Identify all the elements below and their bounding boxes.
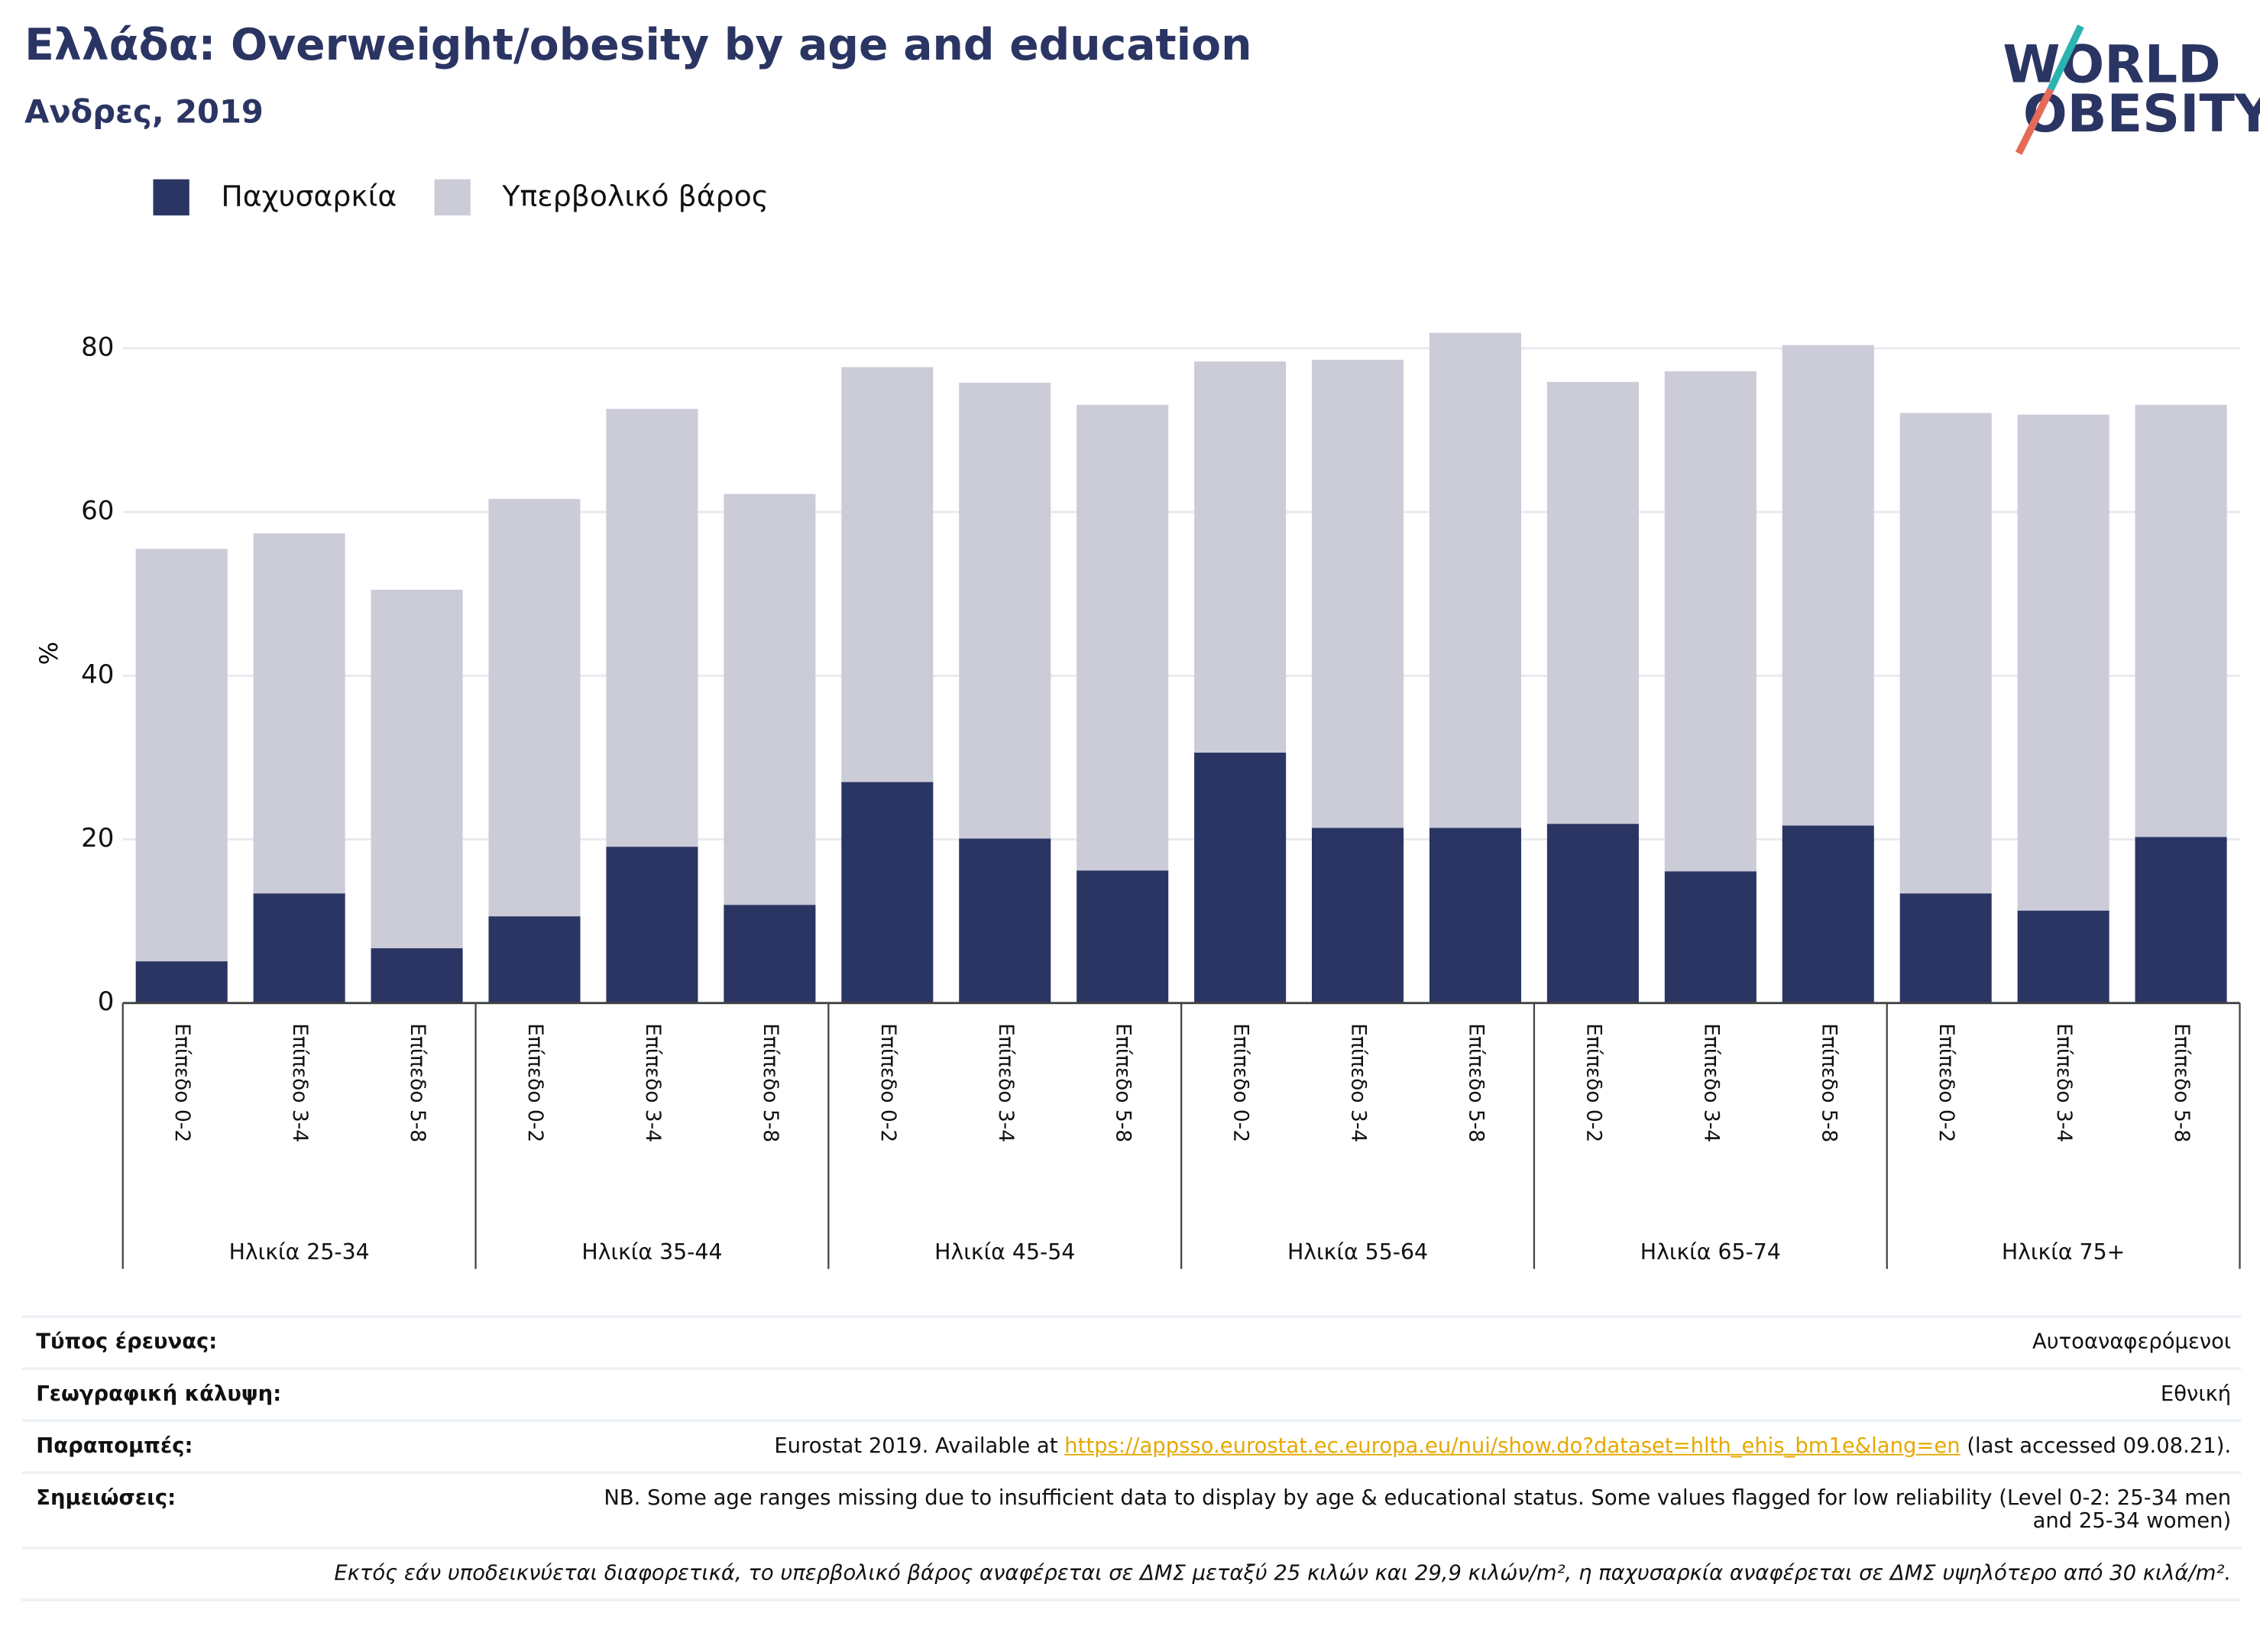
- x-tick-label: Επίπεδο 5-8: [1464, 1023, 1488, 1142]
- bar-segment: [606, 409, 698, 847]
- x-tick-label: Επίπεδο 3-4: [2052, 1023, 2076, 1142]
- reference-text: (last accessed 09.08.21).: [1960, 1435, 2232, 1459]
- bar-segment: [1194, 752, 1287, 1003]
- chart-subtitle: Ανδρες, 2019: [24, 93, 264, 131]
- chart-title: Ελλάδα: Overweight/obesity by age and ed…: [24, 20, 1251, 70]
- bar-segment: [1546, 381, 1639, 824]
- bar-segment: [2017, 910, 2109, 1003]
- footer-note: Εκτός εάν υποδεικνύεται διαφορετικά, το …: [21, 1546, 2242, 1602]
- reference-link[interactable]: https://appsso.eurostat.ec.europa.eu/nui…: [1064, 1435, 1961, 1459]
- bar-segment: [1077, 870, 1169, 1003]
- bar-segment: [1077, 404, 1169, 871]
- logo-slash: [2015, 88, 2054, 155]
- bar-segment: [371, 589, 463, 948]
- logo: WORLD OBESITY: [2003, 24, 2260, 155]
- x-tick-label: Επίπεδο 3-4: [1347, 1023, 1371, 1142]
- bar-segment: [724, 494, 816, 905]
- group-label: Ηλικία 35-44: [581, 1239, 722, 1265]
- bar-segment: [2017, 414, 2109, 911]
- group-label: Ηλικία 55-64: [1287, 1239, 1428, 1265]
- bar-segment: [1782, 345, 1874, 826]
- logo-text: OBESITY: [2023, 84, 2260, 144]
- x-tick-label: Επίπεδο 0-2: [876, 1023, 900, 1142]
- y-tick-label: 60: [81, 496, 114, 526]
- reference-text: Eurostat 2019. Available at: [774, 1435, 1065, 1459]
- bar-segment: [1312, 359, 1404, 828]
- logo-text: WORLD: [2003, 35, 2220, 96]
- bar-segment: [1664, 871, 1757, 1003]
- footer-row: Σημειώσεις: NB. Some age ranges missing d…: [21, 1471, 2242, 1546]
- x-tick-label: Επίπεδο 3-4: [994, 1023, 1018, 1142]
- footer-row: Παραπομπές: Eurostat 2019. Available at h…: [21, 1419, 2242, 1471]
- group-label: Ηλικία 45-54: [934, 1239, 1075, 1265]
- footer-value: Eurostat 2019. Available at https://apps…: [774, 1435, 2231, 1458]
- legend-swatch: [434, 179, 471, 215]
- group-label: Ηλικία 25-34: [229, 1239, 370, 1265]
- bar-segment: [1194, 361, 1287, 753]
- y-tick-label: 40: [81, 659, 114, 690]
- x-tick-label: Επίπεδο 5-8: [1817, 1023, 1841, 1142]
- bar-segment: [253, 893, 345, 1003]
- bar-segment: [959, 838, 1051, 1003]
- bar-segment: [1429, 332, 1522, 828]
- bar-segment: [606, 847, 698, 1003]
- footer-table: Τύπος έρευνας: Αυτοαναφερόμενοι Γεωγραφική…: [21, 1315, 2242, 1602]
- x-tick-label: Επίπεδο 3-4: [641, 1023, 665, 1142]
- footer-row: Γεωγραφική κάλυψη: Εθνική: [21, 1367, 2242, 1419]
- x-tick-label: Επίπεδο 0-2: [523, 1023, 547, 1142]
- bar-segment: [371, 947, 463, 1003]
- footer-label: Σημειώσεις:: [36, 1487, 176, 1511]
- bar-segment: [1899, 893, 1992, 1003]
- footer-label: Παραπομπές:: [36, 1435, 193, 1459]
- logo-slash: [2047, 24, 2084, 92]
- bar-segment: [724, 905, 816, 1003]
- y-tick-label: 0: [98, 986, 115, 1017]
- footer-label: Γεωγραφική κάλυψη:: [36, 1383, 282, 1407]
- y-tick-label: 80: [81, 332, 114, 362]
- bar-segment: [1782, 825, 1874, 1003]
- bar-segment: [1546, 824, 1639, 1003]
- bar-segment: [253, 533, 345, 894]
- group-label: Ηλικία 75+: [2002, 1239, 2126, 1265]
- footer-value: NB. Some age ranges missing due to insuf…: [604, 1487, 2232, 1534]
- x-tick-label: Επίπεδο 5-8: [2170, 1023, 2194, 1142]
- y-axis-label: %: [34, 642, 63, 666]
- legend-label: Παχυσαρκία: [221, 180, 397, 213]
- x-tick-label: Επίπεδο 3-4: [1699, 1023, 1723, 1142]
- bar-segment: [1312, 828, 1404, 1003]
- legend-label: Υπερβολικό βάρος: [501, 180, 769, 213]
- bar-segment: [841, 367, 934, 782]
- x-tick-label: Επίπεδο 5-8: [406, 1023, 429, 1142]
- x-tick-label: Επίπεδο 0-2: [1582, 1023, 1605, 1142]
- footer: Τύπος έρευνας: Αυτοαναφερόμενοι Γεωγραφική…: [21, 1315, 2242, 1602]
- bar-segment: [1899, 413, 1992, 894]
- bar-segment: [1664, 371, 1757, 872]
- y-tick-label: 20: [81, 823, 114, 854]
- x-tick-label: Επίπεδο 5-8: [1112, 1023, 1135, 1142]
- footer-value: Αυτοαναφερόμενοι: [2032, 1331, 2232, 1355]
- bar-segment: [2135, 404, 2227, 837]
- x-tick-label: Επίπεδο 0-2: [170, 1023, 194, 1142]
- x-tick-label: Επίπεδο 0-2: [1229, 1023, 1253, 1142]
- x-tick-label: Επίπεδο 3-4: [288, 1023, 312, 1142]
- bar-segment: [135, 549, 228, 962]
- bar-segment: [959, 382, 1051, 839]
- bar-segment: [488, 916, 581, 1003]
- bar-segment: [488, 498, 581, 917]
- group-label: Ηλικία 65-74: [1640, 1239, 1781, 1265]
- footer-label: Τύπος έρευνας:: [36, 1331, 218, 1355]
- x-tick-label: Επίπεδο 0-2: [1935, 1023, 1958, 1142]
- x-tick-label: Επίπεδο 5-8: [759, 1023, 782, 1142]
- footer-row: Τύπος έρευνας: Αυτοαναφερόμενοι: [21, 1315, 2242, 1367]
- legend-swatch: [153, 179, 189, 215]
- bar-segment: [135, 961, 228, 1003]
- bar-segment: [2135, 837, 2227, 1003]
- footer-value: Εθνική: [2160, 1383, 2232, 1407]
- bar-segment: [1429, 828, 1522, 1003]
- bar-segment: [841, 782, 934, 1003]
